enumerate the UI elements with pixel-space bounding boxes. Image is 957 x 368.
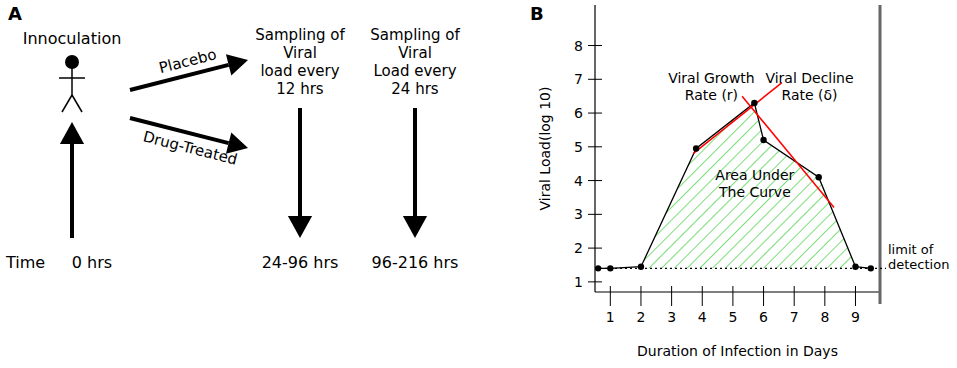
x-tick-label: 3 xyxy=(667,309,676,325)
limit-line-end xyxy=(880,268,886,269)
x-tick-label: 8 xyxy=(820,309,829,325)
data-point xyxy=(595,265,601,271)
x-tick xyxy=(671,286,672,306)
x-tick-label: 9 xyxy=(851,309,860,325)
x-tick xyxy=(702,286,703,306)
x-tick-label: 1 xyxy=(606,309,615,325)
x-tick-label: 2 xyxy=(637,309,646,325)
figure: A B Innoculation Time 0 hrs Placebo Drug-Treat… xyxy=(0,0,957,368)
y-axis-title: Viral Load(log 10) xyxy=(537,87,553,211)
area-label-line: The Curve xyxy=(718,184,791,200)
y-tick-label: 5 xyxy=(574,139,583,155)
x-tick xyxy=(640,286,641,306)
limit-line xyxy=(595,268,880,269)
start-time: 0 hrs xyxy=(72,253,112,272)
y-tick xyxy=(588,180,602,181)
x-tick xyxy=(824,286,825,306)
data-point xyxy=(816,174,822,180)
time-arrow-head xyxy=(60,122,84,144)
arm-label: Placebo xyxy=(157,45,218,77)
y-tick-label: 2 xyxy=(574,240,583,256)
area-label: Area UnderThe Curve xyxy=(715,167,794,200)
growth-label-line: Rate (r) xyxy=(685,87,738,103)
sampling-arrow-head xyxy=(403,216,427,238)
area-under-curve xyxy=(641,103,856,268)
y-tick xyxy=(588,113,602,114)
limit-label-line: limit of xyxy=(888,242,934,257)
viral-load-line xyxy=(598,103,871,268)
data-point xyxy=(751,100,757,106)
sampling-arrow-shaft xyxy=(298,108,302,216)
arm-arrow-head xyxy=(226,54,248,75)
right-frame xyxy=(879,5,882,304)
sampling-text: 24 hrs xyxy=(391,80,439,98)
y-tick xyxy=(588,248,602,249)
sampling-text: load every xyxy=(260,62,339,80)
y-tick-label: 4 xyxy=(574,173,583,189)
data-point xyxy=(760,137,766,143)
time-label: Time xyxy=(5,253,45,272)
figure-head xyxy=(65,55,79,69)
sampling-time: 24-96 hrs xyxy=(262,253,339,272)
x-axis xyxy=(595,291,880,292)
y-tick-label: 8 xyxy=(574,38,583,54)
sampling-arrow-head xyxy=(288,216,312,238)
data-point xyxy=(852,263,858,269)
x-tick xyxy=(794,286,795,306)
y-tick-label: 7 xyxy=(574,71,583,87)
figure-arms xyxy=(59,77,85,79)
growth-label-line: Viral Growth xyxy=(668,70,755,86)
data-point xyxy=(638,263,644,269)
decline-label: Viral DeclineRate (δ) xyxy=(765,70,853,103)
y-tick-label: 6 xyxy=(574,105,583,121)
panel-label: A xyxy=(8,3,22,24)
y-tick xyxy=(588,79,602,80)
y-tick xyxy=(588,214,602,215)
sampling-text: Viral xyxy=(283,44,317,62)
plot-area xyxy=(595,83,880,272)
x-tick xyxy=(610,286,611,306)
area-label-line: Area Under xyxy=(715,167,794,183)
time-arrow-shaft xyxy=(70,144,74,238)
sampling-time: 96-216 hrs xyxy=(372,253,459,272)
decline-label-line: Rate (δ) xyxy=(781,87,837,103)
y-tick xyxy=(588,146,602,147)
figure-leg xyxy=(62,95,72,112)
data-point xyxy=(868,265,874,271)
arm-label: Drug-Treated xyxy=(141,128,239,169)
panel-label: B xyxy=(530,3,544,24)
x-tick-label: 4 xyxy=(698,309,707,325)
sampling-text: Viral xyxy=(398,44,432,62)
limit-label: limit ofdetection xyxy=(888,242,949,272)
y-tick-label: 1 xyxy=(574,274,583,290)
sampling-text: Sampling of xyxy=(255,26,345,44)
y-tick xyxy=(588,281,602,282)
figure-leg xyxy=(72,95,82,112)
data-point xyxy=(693,145,699,151)
x-tick-label: 6 xyxy=(759,309,768,325)
x-tick xyxy=(732,286,733,306)
sampling-text: 12 hrs xyxy=(276,80,324,98)
limit-label-line: detection xyxy=(888,257,949,272)
decline-label-line: Viral Decline xyxy=(765,70,853,86)
x-tick-label: 7 xyxy=(790,309,799,325)
subject-label: Innoculation xyxy=(23,29,122,48)
sampling-text: Load every xyxy=(373,62,456,80)
y-axis xyxy=(594,5,595,292)
growth-label: Viral GrowthRate (r) xyxy=(668,70,755,103)
data-point xyxy=(607,265,613,271)
figure-body xyxy=(71,68,73,95)
x-tick xyxy=(763,286,764,306)
y-tick-label: 3 xyxy=(574,206,583,222)
y-tick xyxy=(588,45,602,46)
sampling-arrow-shaft xyxy=(413,108,417,216)
sampling-text: Sampling of xyxy=(370,26,460,44)
x-axis-title: Duration of Infection in Days xyxy=(637,343,838,359)
x-tick-label: 5 xyxy=(728,309,737,325)
x-tick xyxy=(855,286,856,306)
